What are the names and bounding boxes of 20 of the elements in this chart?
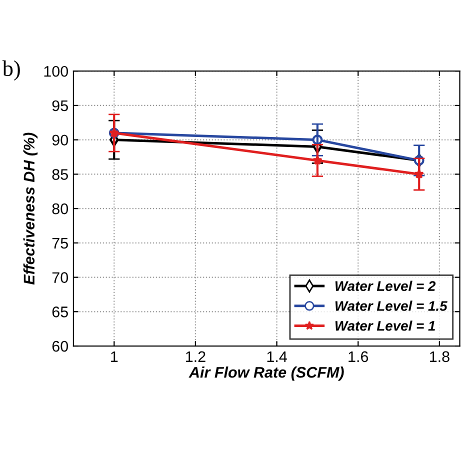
x-tick-label: 1.8: [430, 351, 450, 362]
x-tick-label: 1.6: [348, 351, 368, 362]
x-tick-label: 1: [111, 351, 118, 362]
y-tick-label: 85: [52, 169, 68, 180]
y-axis-title: Effectiveness DH (%): [23, 132, 38, 285]
text: b): [2, 60, 20, 81]
legend-label: Water Level = 1: [335, 320, 435, 331]
legend-label: Water Level = 1.5: [335, 300, 448, 311]
y-tick-label: 90: [52, 134, 68, 146]
y-tick-label: 95: [52, 100, 68, 112]
legend-label: Water Level = 2: [335, 280, 436, 291]
y-tick-label: 70: [52, 272, 68, 283]
y-tick-label: 60: [52, 340, 68, 352]
y-tick-label: 75: [52, 238, 68, 249]
y-tick-label: 80: [52, 203, 68, 214]
x-axis-title: Air Flow Rate (SCFM): [188, 366, 344, 381]
y-tick-label: 65: [52, 306, 68, 318]
x-tick-label: 1.2: [186, 351, 206, 362]
x-tick-label: 1.4: [267, 351, 287, 362]
y-tick-label: 100: [44, 66, 68, 77]
